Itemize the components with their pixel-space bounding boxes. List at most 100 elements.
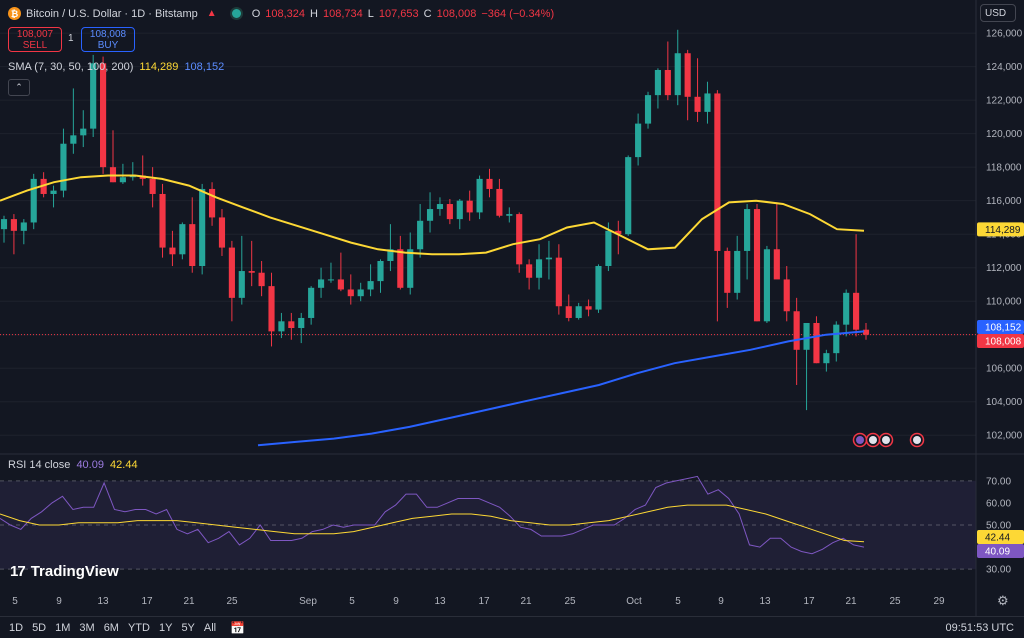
rsi-value-tag-bg: [977, 544, 1024, 558]
candle-body: [407, 249, 414, 288]
candle-body: [417, 220, 424, 250]
rsi-ma-line: [0, 504, 865, 543]
calendar-icon[interactable]: 📅: [230, 620, 246, 635]
range-1m[interactable]: 1M: [55, 621, 71, 634]
time-tick-label: 5: [349, 596, 355, 607]
candle-body: [625, 157, 632, 235]
time-axis-labels: 5 9 13 17 21 25 Sep 5 9 13 17 21 25 Oct 5 9 13 17 21 25 29: [12, 596, 945, 607]
sma-200-line: [257, 330, 865, 447]
buy-button[interactable]: 108,008 BUY: [81, 27, 135, 52]
candle-body: [80, 128, 87, 136]
candle-body: [0, 219, 8, 230]
tradingview-logo[interactable]: 17 TradingView: [10, 563, 119, 580]
candle-body: [674, 53, 681, 96]
price-grid: [0, 32, 976, 436]
sma-200-price-tag-bg: [977, 320, 1024, 334]
event-core: [869, 436, 877, 444]
candle-body: [278, 321, 285, 332]
time-tick-label: 9: [718, 596, 724, 607]
event-icons[interactable]: [852, 432, 925, 448]
time-tick-label: 21: [845, 596, 857, 607]
sma-value-2: 108,152: [184, 61, 225, 73]
utc-clock[interactable]: 09:51:53 UTC: [945, 621, 1014, 634]
sma-50-price-tag-bg: [977, 222, 1024, 237]
candle-body: [70, 135, 77, 144]
bottom-toolbar: 1D 5D 1M 3M 6M YTD 1Y 5Y All 📅 09:51:53 …: [0, 616, 1024, 638]
sma-legend[interactable]: SMA (7, 30, 50, 100, 200) 114,289 108,15…: [8, 61, 224, 73]
range-1d[interactable]: 1D: [9, 621, 24, 634]
low-value: 107,653: [378, 7, 419, 20]
candle-body: [476, 178, 483, 213]
candle-body: [803, 322, 810, 350]
range-6m[interactable]: 6M: [103, 621, 119, 634]
time-tick-label: Sep: [299, 596, 317, 607]
candle-body: [10, 219, 17, 231]
candle-body: [664, 69, 671, 96]
candle-body: [288, 321, 295, 329]
range-1y[interactable]: 1Y: [158, 621, 173, 634]
candle-body: [555, 257, 562, 307]
symbol-title[interactable]: Bitcoin / U.S. Dollar · 1D · Bitstamp: [26, 7, 198, 20]
candle-body: [169, 247, 176, 255]
time-tick-label: 17: [803, 596, 815, 607]
alert-icon[interactable]: ▲: [206, 8, 217, 19]
candle-body: [843, 292, 850, 325]
sell-button[interactable]: 108,007 SELL: [8, 27, 62, 52]
rsi-legend[interactable]: RSI 14 close 40.09 42.44: [8, 459, 138, 471]
time-tick-label: 13: [759, 596, 771, 607]
tradingview-logo-icon: 17: [10, 563, 26, 580]
rsi-value-2: 42.44: [110, 459, 138, 471]
time-tick-label: 13: [434, 596, 446, 607]
time-tick-label: 29: [933, 596, 945, 607]
candle-body: [545, 257, 553, 260]
candle-body: [426, 209, 434, 221]
candle-body: [317, 279, 325, 288]
candle-body: [704, 93, 711, 112]
candle-body: [823, 353, 830, 364]
rsi-tick-label: 70.00: [986, 476, 1011, 487]
candle-body: [327, 279, 335, 281]
symbol-legend[interactable]: ₿ Bitcoin / U.S. Dollar · 1D · Bitstamp …: [8, 7, 554, 20]
candle-body: [486, 178, 493, 189]
candle-body: [119, 177, 126, 183]
candle-body: [199, 188, 206, 267]
range-5y[interactable]: 5Y: [181, 621, 195, 634]
price-tick-label: 102,000: [986, 431, 1023, 442]
candle-body: [724, 250, 731, 293]
price-tick-label: 104,000: [986, 397, 1023, 408]
last-price-tag: 108,008: [985, 337, 1022, 348]
price-axis-tags: 114,289 108,152 108,008 42.44 40.09: [977, 222, 1024, 558]
time-tick-label: 25: [889, 596, 901, 607]
buy-label: BUY: [97, 40, 119, 51]
currency-label: USD: [985, 8, 1007, 19]
price-tick-label: 122,000: [986, 96, 1023, 107]
range-5d[interactable]: 5D: [32, 621, 47, 634]
candle-body: [635, 123, 642, 158]
candle-body: [347, 289, 354, 297]
price-tick-label: 126,000: [986, 29, 1023, 40]
low-label: L: [367, 7, 374, 20]
candle-body: [763, 249, 770, 322]
range-3m[interactable]: 3M: [79, 621, 95, 634]
collapse-legend-button[interactable]: ⌃: [8, 79, 30, 96]
candle-body: [535, 259, 543, 278]
event-core: [913, 436, 921, 444]
currency-selector[interactable]: USD: [980, 4, 1016, 22]
candle-body: [744, 209, 751, 251]
high-value: 108,734: [322, 7, 363, 20]
time-tick-label: 17: [478, 596, 490, 607]
sell-price: 108,007: [16, 29, 54, 40]
candle-body: [90, 63, 97, 129]
candle-body: [298, 317, 305, 329]
candle-body: [179, 224, 186, 255]
candle-body: [526, 264, 533, 278]
range-ytd[interactable]: YTD: [127, 621, 150, 634]
rsi-tick-label: 30.00: [986, 565, 1011, 576]
range-all[interactable]: All: [203, 621, 217, 634]
sma-value-1: 114,289: [139, 61, 179, 73]
event-core: [856, 436, 864, 444]
candle-body: [615, 230, 622, 235]
gear-icon[interactable]: ⚙: [997, 593, 1009, 608]
price-tick-label: 124,000: [986, 62, 1023, 73]
